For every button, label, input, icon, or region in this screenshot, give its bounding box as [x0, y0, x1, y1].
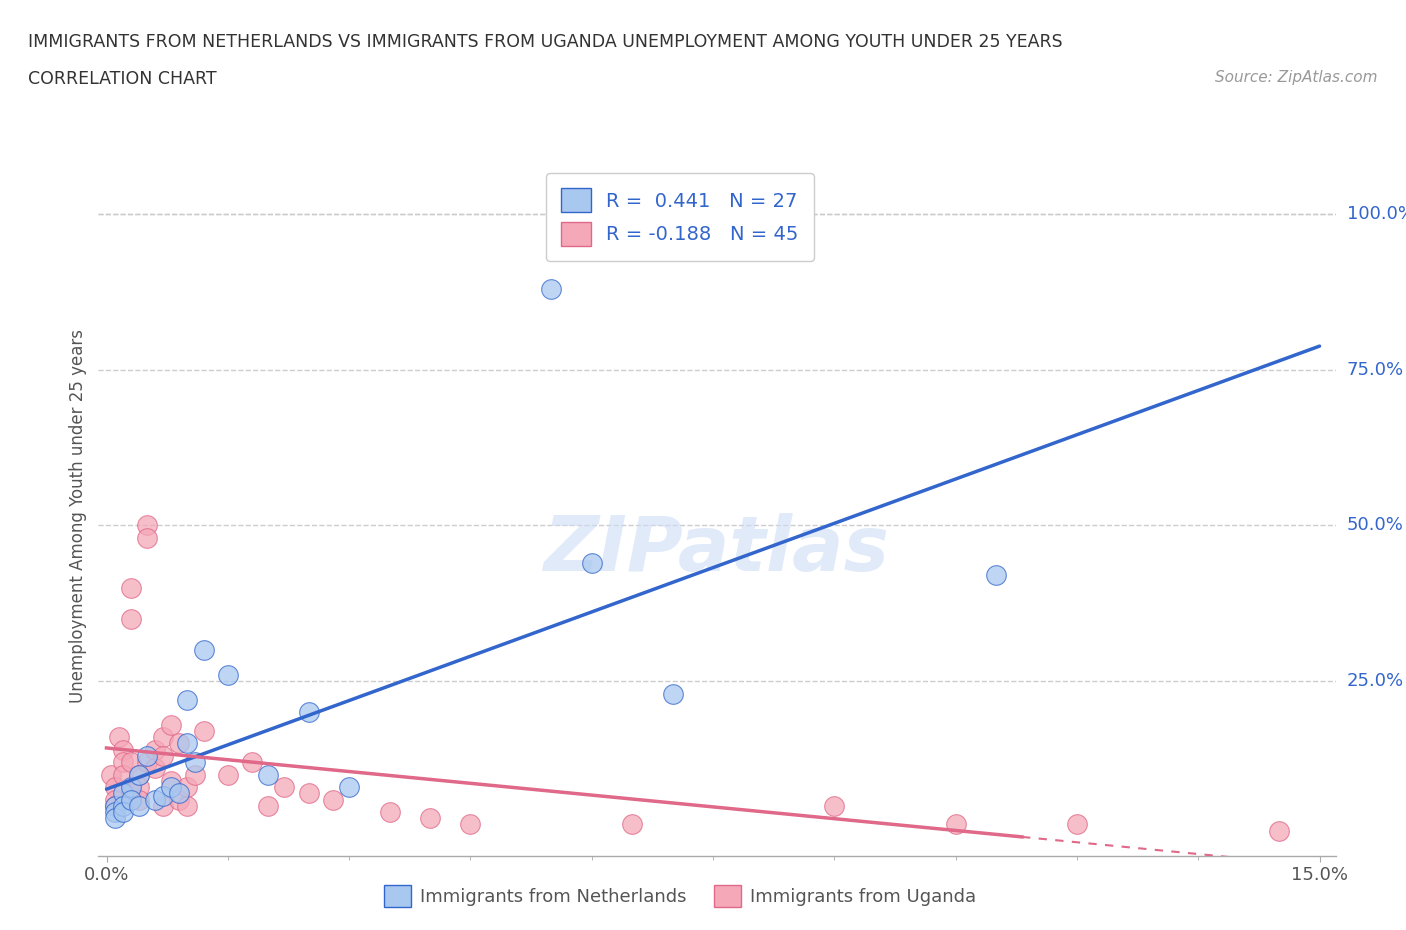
Text: 50.0%: 50.0%: [1347, 516, 1403, 535]
Text: CORRELATION CHART: CORRELATION CHART: [28, 70, 217, 87]
Point: [120, 755, 142, 770]
Point: [152, 789, 174, 804]
Text: 25.0%: 25.0%: [1347, 672, 1405, 690]
Point: [128, 798, 150, 813]
Point: [176, 693, 198, 708]
Point: [136, 755, 159, 770]
Point: [128, 792, 150, 807]
Point: [823, 798, 845, 813]
Point: [193, 643, 215, 658]
Point: [128, 767, 150, 782]
Point: [169, 786, 191, 801]
Point: [111, 804, 134, 819]
Point: [322, 792, 344, 807]
Text: Source: ZipAtlas.com: Source: ZipAtlas.com: [1215, 70, 1378, 85]
Point: [169, 792, 191, 807]
Point: [298, 705, 321, 720]
Point: [176, 736, 198, 751]
Point: [257, 798, 280, 813]
Point: [160, 717, 183, 732]
Point: [120, 580, 142, 595]
Point: [120, 612, 142, 627]
Point: [111, 742, 134, 757]
Point: [257, 767, 280, 782]
Point: [160, 774, 183, 789]
Point: [111, 798, 134, 813]
Point: [104, 811, 127, 826]
Text: 100.0%: 100.0%: [1347, 206, 1406, 223]
Point: [184, 767, 207, 782]
Point: [240, 755, 263, 770]
Point: [104, 792, 127, 807]
Point: [104, 779, 127, 794]
Point: [540, 282, 562, 297]
Point: [984, 568, 1007, 583]
Point: [273, 779, 295, 794]
Point: [1066, 817, 1088, 832]
Point: [104, 804, 127, 819]
Point: [152, 749, 174, 764]
Point: [143, 761, 166, 776]
Point: [111, 767, 134, 782]
Point: [581, 555, 603, 570]
Point: [143, 792, 166, 807]
Point: [136, 530, 159, 545]
Point: [104, 798, 127, 813]
Point: [176, 798, 198, 813]
Text: IMMIGRANTS FROM NETHERLANDS VS IMMIGRANTS FROM UGANDA UNEMPLOYMENT AMONG YOUTH U: IMMIGRANTS FROM NETHERLANDS VS IMMIGRANT…: [28, 33, 1063, 50]
Point: [160, 779, 183, 794]
Point: [143, 742, 166, 757]
Point: [217, 668, 239, 683]
Point: [107, 730, 129, 745]
Point: [152, 730, 174, 745]
Point: [111, 786, 134, 801]
Point: [169, 736, 191, 751]
Point: [945, 817, 967, 832]
Point: [378, 804, 401, 819]
Point: [136, 749, 159, 764]
Point: [217, 767, 239, 782]
Point: [104, 798, 127, 813]
Point: [298, 786, 321, 801]
Point: [193, 724, 215, 738]
Point: [337, 779, 360, 794]
Text: 75.0%: 75.0%: [1347, 361, 1405, 379]
Point: [100, 767, 122, 782]
Legend: Immigrants from Netherlands, Immigrants from Uganda: Immigrants from Netherlands, Immigrants …: [377, 878, 983, 914]
Point: [128, 779, 150, 794]
Point: [661, 686, 683, 701]
Point: [460, 817, 482, 832]
Point: [419, 811, 441, 826]
Point: [120, 786, 142, 801]
Point: [128, 767, 150, 782]
Text: ZIPatlas: ZIPatlas: [544, 513, 890, 587]
Point: [152, 798, 174, 813]
Point: [184, 755, 207, 770]
Point: [136, 518, 159, 533]
Point: [1268, 823, 1291, 838]
Y-axis label: Unemployment Among Youth under 25 years: Unemployment Among Youth under 25 years: [69, 329, 87, 703]
Point: [176, 779, 198, 794]
Point: [120, 779, 142, 794]
Point: [111, 755, 134, 770]
Point: [621, 817, 644, 832]
Point: [120, 792, 142, 807]
